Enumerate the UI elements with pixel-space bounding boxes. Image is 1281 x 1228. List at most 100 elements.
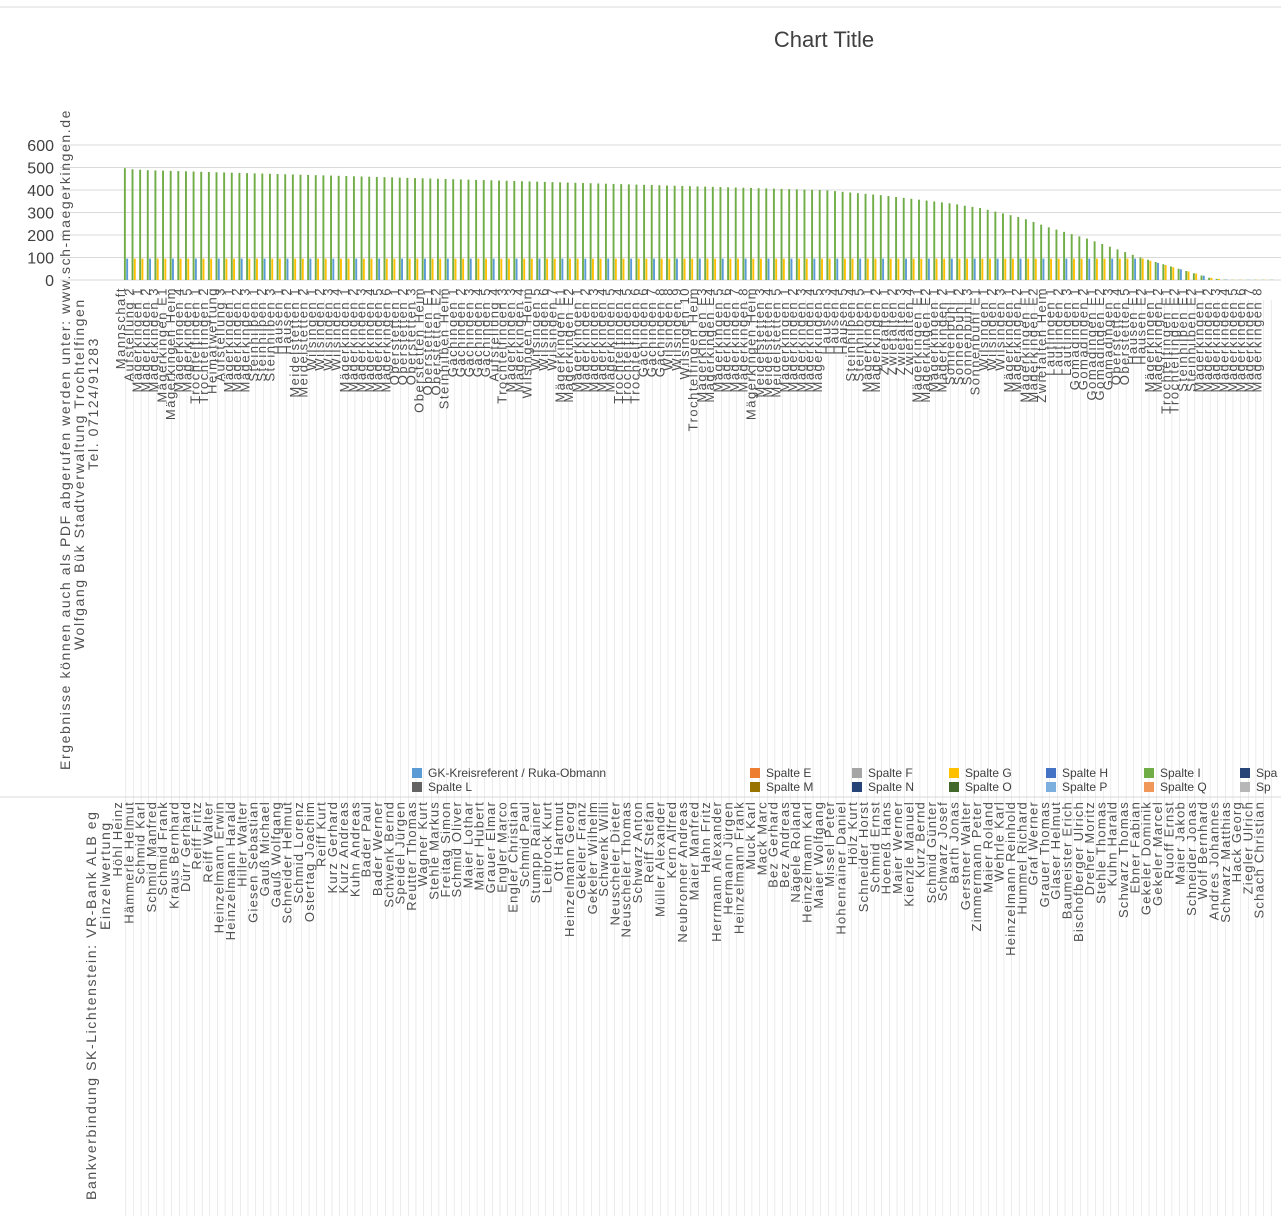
bar-component <box>309 259 311 280</box>
bar-component <box>500 259 502 280</box>
legend-swatch <box>412 782 422 792</box>
bar-component <box>1157 263 1159 280</box>
bar-component <box>493 259 495 280</box>
bar-total <box>1055 230 1057 280</box>
bar-total <box>506 181 508 280</box>
bar-component <box>539 259 541 280</box>
legend-label: Spalte N <box>868 780 914 794</box>
bar-component <box>844 259 846 280</box>
bar-total <box>826 190 828 280</box>
legend-label: Spalte Q <box>1160 780 1207 794</box>
bar-component <box>1088 259 1090 280</box>
bar-component <box>546 259 548 280</box>
bar-component <box>455 259 457 280</box>
legend-label: Spalte E <box>766 766 811 780</box>
bar-component <box>1172 267 1174 280</box>
bar-component <box>760 259 762 280</box>
bar-total <box>521 181 523 280</box>
bar-total <box>468 180 470 280</box>
bar-total <box>223 172 225 280</box>
bar-component <box>187 259 189 280</box>
bar-total <box>361 177 363 281</box>
bar-component <box>997 259 999 280</box>
bar-total <box>605 184 607 280</box>
bar-total <box>1025 219 1027 280</box>
bar-component <box>668 259 670 280</box>
header-text-rotated: Ergebnisse können auch als PDF abgerufen… <box>57 109 101 770</box>
bar-total <box>651 185 653 280</box>
bar-component <box>157 259 159 280</box>
bar-total <box>376 177 378 280</box>
bar-component <box>981 259 983 280</box>
bar-total <box>567 183 569 280</box>
bar-component <box>126 259 128 280</box>
y-tick-label: 500 <box>27 161 54 178</box>
bar-total <box>735 188 737 280</box>
header-text: Tel. 07124/91283 <box>85 337 101 470</box>
bar-component <box>271 259 273 280</box>
bar-total <box>307 175 309 280</box>
bar-component <box>592 259 594 280</box>
bar-total <box>781 189 783 280</box>
legend-label: Spalte M <box>766 780 813 794</box>
bar-component <box>180 259 182 280</box>
bar-total <box>1170 267 1172 281</box>
bar-component <box>233 259 235 280</box>
bar-component <box>1218 279 1220 280</box>
bar-component <box>806 259 808 280</box>
legend-swatch <box>852 782 862 792</box>
bar-component <box>401 259 403 280</box>
bar-total <box>269 174 271 280</box>
bar-total <box>399 178 401 280</box>
legend-swatch <box>1240 768 1250 778</box>
bar-total <box>1178 269 1180 280</box>
bar-total <box>1185 271 1187 280</box>
bar-total <box>1201 276 1203 281</box>
bar-total <box>292 174 294 280</box>
bars <box>124 168 1274 280</box>
bar-total <box>124 168 126 280</box>
bar-component <box>745 259 747 280</box>
bar-total <box>926 201 928 280</box>
bar-component <box>317 259 319 280</box>
bar-component <box>409 259 411 280</box>
bar-component <box>1126 259 1128 280</box>
bar-component <box>1012 259 1014 280</box>
bar-component <box>684 259 686 280</box>
y-tick-label: 0 <box>45 273 54 290</box>
bar-component <box>241 259 243 280</box>
bar-component <box>1165 265 1167 280</box>
bar-component <box>638 259 640 280</box>
bar-component <box>371 259 373 280</box>
bar-total <box>345 176 347 280</box>
bar-component <box>729 259 731 280</box>
bar-total <box>1017 217 1019 280</box>
legend-swatch <box>750 782 760 792</box>
bar-total <box>788 189 790 280</box>
bar-total <box>704 187 706 280</box>
bar-total <box>857 193 859 280</box>
bar-component <box>218 259 220 280</box>
legend-swatch <box>1240 782 1250 792</box>
bar-component <box>1035 259 1037 280</box>
bar-total <box>597 183 599 280</box>
bar-total <box>536 182 538 280</box>
bar-component <box>195 259 197 280</box>
legend-swatch <box>1046 768 1056 778</box>
bar-total <box>979 208 981 280</box>
bar-total <box>895 197 897 280</box>
legend-swatch <box>1144 768 1154 778</box>
bar-component <box>1111 259 1113 280</box>
bar-total <box>414 178 416 280</box>
bar-component <box>416 259 418 280</box>
legend-label: Spalte G <box>965 766 1012 780</box>
bar-total <box>529 181 531 280</box>
bar-component <box>775 259 777 280</box>
bar-total <box>918 200 920 280</box>
bar-component <box>714 259 716 280</box>
bar-component <box>676 259 678 280</box>
bar-component <box>1134 259 1136 280</box>
